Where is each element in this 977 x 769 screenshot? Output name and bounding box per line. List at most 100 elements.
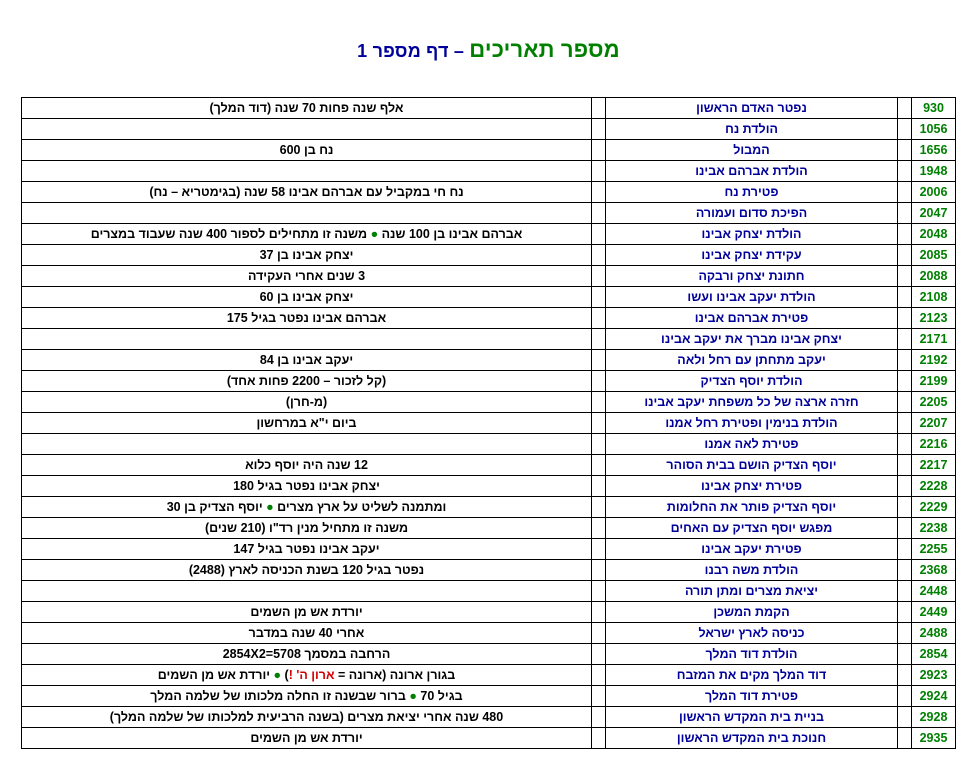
event-cell: יציאת מצרים ומתן תורה — [605, 580, 898, 602]
spacer-cell — [591, 307, 606, 329]
table-row: 2935 חנוכת בית המקדש הראשון יורדת אש מן הש… — [21, 727, 956, 749]
event-cell: פטירת לאה אמנו — [605, 433, 898, 455]
spacer-cell — [591, 412, 606, 434]
spacer-cell — [897, 328, 912, 350]
event-cell: הולדת יעקב אבינו ועשו — [605, 286, 898, 308]
spacer-cell — [591, 433, 606, 455]
event-cell: הולדת דוד המלך — [605, 643, 898, 665]
spacer-cell — [591, 223, 606, 245]
year-cell: 2368 — [911, 559, 956, 581]
spacer-cell — [897, 412, 912, 434]
spacer-cell — [591, 580, 606, 602]
year-cell: 2924 — [911, 685, 956, 707]
spacer-cell — [591, 727, 606, 749]
table-row: 2854 הולדת דוד המלך הרחבה במסמך 2854X2=570… — [21, 643, 956, 665]
page-title-sub: דף מספר 1 — [357, 41, 449, 61]
spacer-cell — [591, 286, 606, 308]
year-cell: 2108 — [911, 286, 956, 308]
spacer-cell — [591, 391, 606, 413]
year-cell: 2199 — [911, 370, 956, 392]
table-row: 1948 הולדת אברהם אבינו — [21, 160, 956, 182]
spacer-cell — [591, 181, 606, 203]
year-cell: 2928 — [911, 706, 956, 728]
table-row: 2006 פטירת נח נח חי במקביל עם אברהם אבינו … — [21, 181, 956, 203]
year-cell: 2935 — [911, 727, 956, 749]
spacer-cell — [897, 160, 912, 182]
event-cell: פטירת דוד המלך — [605, 685, 898, 707]
spacer-cell — [897, 307, 912, 329]
spacer-cell — [591, 538, 606, 560]
spacer-cell — [897, 727, 912, 749]
spacer-cell — [591, 685, 606, 707]
year-cell: 1656 — [911, 139, 956, 161]
spacer-cell — [897, 223, 912, 245]
year-cell: 2171 — [911, 328, 956, 350]
table-row: 2923 דוד המלך מקים את המזבח בגורן ארונה (א… — [21, 664, 956, 686]
timeline-table-container: 930 נפטר האדם הראשון אלף שנה פחות 70 שנה (… — [21, 97, 956, 749]
table-row: 2449 הקמת המשכן יורדת אש מן השמים — [21, 601, 956, 623]
year-cell: 2216 — [911, 433, 956, 455]
event-cell: הפיכת סדום ועמורה — [605, 202, 898, 224]
event-cell: המבול — [605, 139, 898, 161]
spacer-cell — [591, 139, 606, 161]
table-row: 2228 פטירת יצחק אבינו יצחק אבינו נפטר בגיל… — [21, 475, 956, 497]
table-row: 2255 פטירת יעקב אבינו יעקב אבינו נפטר בגיל… — [21, 538, 956, 560]
year-cell: 2923 — [911, 664, 956, 686]
notes-cell: בגורן ארונה (ארונה = ארון ה' !) ● יורדת … — [21, 664, 592, 686]
spacer-cell — [591, 97, 606, 119]
spacer-cell — [897, 601, 912, 623]
table-row: 2368 הולדת משה רבנו נפטר בגיל 120 בשנת הכנ… — [21, 559, 956, 581]
table-row: 2123 פטירת אברהם אבינו אברהם אבינו נפטר בג… — [21, 307, 956, 329]
table-row: 2448 יציאת מצרים ומתן תורה — [21, 580, 956, 602]
year-cell: 2085 — [911, 244, 956, 266]
spacer-cell — [591, 328, 606, 350]
spacer-cell — [591, 349, 606, 371]
page-title-main: מספר תאריכים — [469, 37, 620, 62]
notes-cell: יורדת אש מן השמים — [21, 601, 592, 623]
table-row: 2048 הולדת יצחק אבינו אברהם אבינו בן 100 ש… — [21, 223, 956, 245]
spacer-cell — [591, 475, 606, 497]
spacer-cell — [897, 664, 912, 686]
notes-cell: בגיל 70 ● ברור שבשנה זו החלה מלכותו של ש… — [21, 685, 592, 707]
notes-cell: אלף שנה פחות 70 שנה (דוד המלך) — [21, 97, 592, 119]
year-cell: 1056 — [911, 118, 956, 140]
spacer-cell — [897, 706, 912, 728]
event-cell: יוסף הצדיק הושם בבית הסוהר — [605, 454, 898, 476]
year-cell: 2192 — [911, 349, 956, 371]
notes-cell: נח בן 600 — [21, 139, 592, 161]
year-cell: 2448 — [911, 580, 956, 602]
table-row: 2207 הולדת בנימין ופטירת רחל אמנו ביום י"א… — [21, 412, 956, 434]
table-row: 2205 חזרה ארצה של כל משפחת יעקב אבינו (מ-ח… — [21, 391, 956, 413]
notes-cell: (מ-חרן) — [21, 391, 592, 413]
notes-cell: יצחק אבינו בן 37 — [21, 244, 592, 266]
table-row: 2199 הולדת יוסף הצדיק (קל לזכור – 2200 פחו… — [21, 370, 956, 392]
notes-cell: נח חי במקביל עם אברהם אבינו 58 שנה (בגימ… — [21, 181, 592, 203]
event-cell: בניית בית המקדש הראשון — [605, 706, 898, 728]
table-row: 1056 הולדת נח — [21, 118, 956, 140]
year-cell: 2217 — [911, 454, 956, 476]
event-cell: הולדת בנימין ופטירת רחל אמנו — [605, 412, 898, 434]
table-row: 930 נפטר האדם הראשון אלף שנה פחות 70 שנה (… — [21, 97, 956, 119]
notes-cell: 3 שנים אחרי העקידה — [21, 265, 592, 287]
year-cell: 1948 — [911, 160, 956, 182]
event-cell: עקידת יצחק אבינו — [605, 244, 898, 266]
table-row: 1656 המבול נח בן 600 — [21, 139, 956, 161]
year-cell: 2854 — [911, 643, 956, 665]
event-cell: פטירת יעקב אבינו — [605, 538, 898, 560]
year-cell: 930 — [911, 97, 956, 119]
table-row: 2085 עקידת יצחק אבינו יצחק אבינו בן 37 — [21, 244, 956, 266]
notes-cell: ומתמנה לשליט על ארץ מצרים ● יוסף הצדיק ב… — [21, 496, 592, 518]
year-cell: 2255 — [911, 538, 956, 560]
spacer-cell — [591, 496, 606, 518]
year-cell: 2047 — [911, 202, 956, 224]
spacer-cell — [897, 181, 912, 203]
event-cell: חנוכת בית המקדש הראשון — [605, 727, 898, 749]
notes-cell: 12 שנה היה יוסף כלוא — [21, 454, 592, 476]
timeline-table-body: 930 נפטר האדם הראשון אלף שנה פחות 70 שנה (… — [21, 97, 956, 749]
table-row: 2171 יצחק אבינו מברך את יעקב אבינו — [21, 328, 956, 350]
spacer-cell — [897, 538, 912, 560]
spacer-cell — [897, 433, 912, 455]
table-row: 2488 כניסה לארץ ישראל אחרי 40 שנה במדבר — [21, 622, 956, 644]
notes-cell: יעקב אבינו בן 84 — [21, 349, 592, 371]
table-row: 2928 בניית בית המקדש הראשון 480 שנה אחרי י… — [21, 706, 956, 728]
